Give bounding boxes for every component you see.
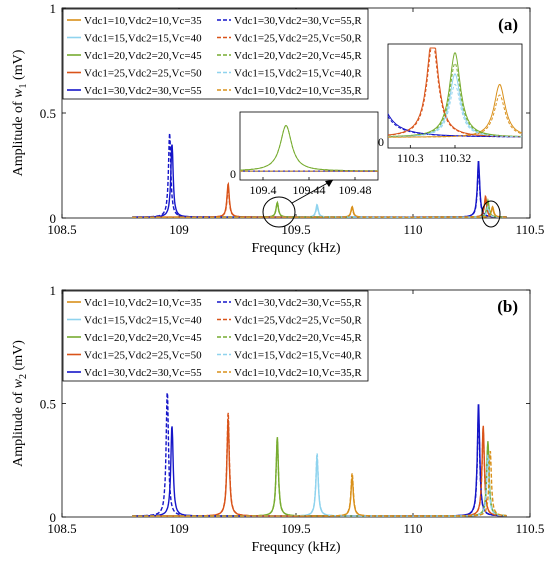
inset-frame: [387, 43, 523, 149]
series-line-1: [132, 447, 507, 517]
legend-label: Vdc1=15,Vdc2=15,Vc=40: [84, 315, 202, 327]
legend-label: Vdc1=25,Vdc2=25,Vc=50,R: [234, 33, 362, 45]
zoom-arrow-head: [325, 180, 333, 187]
panel-label: (b): [497, 297, 518, 316]
series-line-2: [132, 452, 507, 517]
legend-label: Vdc1=10,Vdc2=10,Vc=35,R: [234, 85, 362, 97]
inset-1: 109.4 109.44 109.48 0: [230, 111, 379, 197]
legend-label: Vdc1=30,Vdc2=30,Vc=55,R: [234, 15, 362, 27]
inset-x-tick-label: 109.4: [250, 183, 277, 197]
zoom-circle: [481, 200, 501, 228]
inset-series-line: [388, 83, 522, 138]
panel-label: (a): [498, 15, 518, 34]
x-tick-label: 109: [169, 521, 189, 536]
series-line-9: [132, 453, 507, 517]
inset-y-tick-label: 0: [230, 167, 236, 181]
legend-label: Vdc1=15,Vdc2=15,Vc=40,R: [234, 68, 362, 80]
y-tick-label: 0: [50, 211, 57, 226]
legend: Vdc1=10,Vdc2=10,Vc=35 Vdc1=15,Vdc2=15,Vc=…: [62, 8, 369, 100]
x-tick-label: 109: [169, 222, 189, 237]
zoom-circle: [262, 196, 296, 228]
x-tick-label: 109.5: [281, 222, 310, 237]
x-tick-label: 108.5: [47, 521, 76, 536]
inset-series-line: [388, 94, 523, 138]
chart-panel-2: 108.5 109 109.5 110 110.5 0 0.5 1 Frequncy (kHz)…: [11, 283, 544, 555]
inset-x-tick-label: 109.48: [339, 183, 372, 197]
legend-label: Vdc1=25,Vdc2=25,Vc=50: [84, 350, 202, 362]
x-tick-label: 110.5: [516, 222, 545, 237]
y-tick-label: 0.5: [40, 397, 56, 412]
series-line-10: [132, 207, 507, 218]
zoom-arrow: [291, 179, 334, 204]
legend-label: Vdc1=20,Vdc2=20,Vc=45: [84, 50, 202, 62]
chart-panel-1: 108.5 109 109.5 110 110.5 0 0.5 1 Frequncy (kHz)…: [11, 1, 544, 256]
legend-label: Vdc1=10,Vdc2=10,Vc=35,R: [234, 367, 362, 379]
legend-box: [62, 8, 369, 100]
x-tick-label: 110.5: [516, 521, 545, 536]
legend-label: Vdc1=30,Vdc2=30,Vc=55: [84, 367, 202, 379]
inset-x-tick-label: 110.32: [439, 151, 472, 165]
legend-label: Vdc1=30,Vdc2=30,Vc=55,R: [234, 297, 362, 309]
x-tick-label: 108.5: [47, 222, 76, 237]
y-tick-label: 0: [50, 510, 57, 525]
inset-y-tick-label: 0: [378, 135, 384, 149]
y-tick-label: 1: [50, 1, 57, 16]
legend-box: [62, 290, 369, 382]
inset-series-line: [240, 124, 378, 172]
legend-label: Vdc1=15,Vdc2=15,Vc=40: [84, 33, 202, 45]
legend-label: Vdc1=25,Vdc2=25,Vc=50: [84, 68, 202, 80]
x-tick-label: 110: [403, 222, 422, 237]
legend-label: Vdc1=20,Vdc2=20,Vc=45,R: [234, 50, 362, 62]
inset-x-tick-label: 110.3: [397, 151, 424, 165]
y-axis-label: Amplitude of w1 (mV): [11, 49, 29, 176]
legend-label: Vdc1=25,Vdc2=25,Vc=50,R: [234, 315, 362, 327]
x-axis-label: Frequncy (kHz): [251, 241, 340, 256]
y-tick-label: 1: [50, 283, 57, 298]
series-line-10: [132, 450, 507, 517]
legend-label: Vdc1=10,Vdc2=10,Vc=35: [84, 15, 202, 27]
inset-series-line: [387, 116, 522, 138]
y-tick-label: 0.5: [40, 106, 56, 121]
legend-label: Vdc1=15,Vdc2=15,Vc=40,R: [234, 350, 362, 362]
x-tick-label: 109.5: [281, 521, 310, 536]
legend-label: Vdc1=30,Vdc2=30,Vc=55: [84, 85, 202, 97]
inset-x-tick-label: 109.44: [293, 183, 326, 197]
legend-label: Vdc1=10,Vdc2=10,Vc=35: [84, 297, 202, 309]
inset-2: 110.3 110.32 0: [378, 43, 523, 165]
legend: Vdc1=10,Vdc2=10,Vc=35 Vdc1=15,Vdc2=15,Vc=…: [62, 290, 369, 382]
x-axis-label: Frequncy (kHz): [251, 540, 340, 555]
legend-label: Vdc1=20,Vdc2=20,Vc=45: [84, 332, 202, 344]
legend-label: Vdc1=20,Vdc2=20,Vc=45,R: [234, 332, 362, 344]
inset-frame: [239, 111, 379, 181]
y-axis-label: Amplitude of w2 (mV): [11, 340, 29, 467]
x-tick-label: 110: [403, 521, 422, 536]
